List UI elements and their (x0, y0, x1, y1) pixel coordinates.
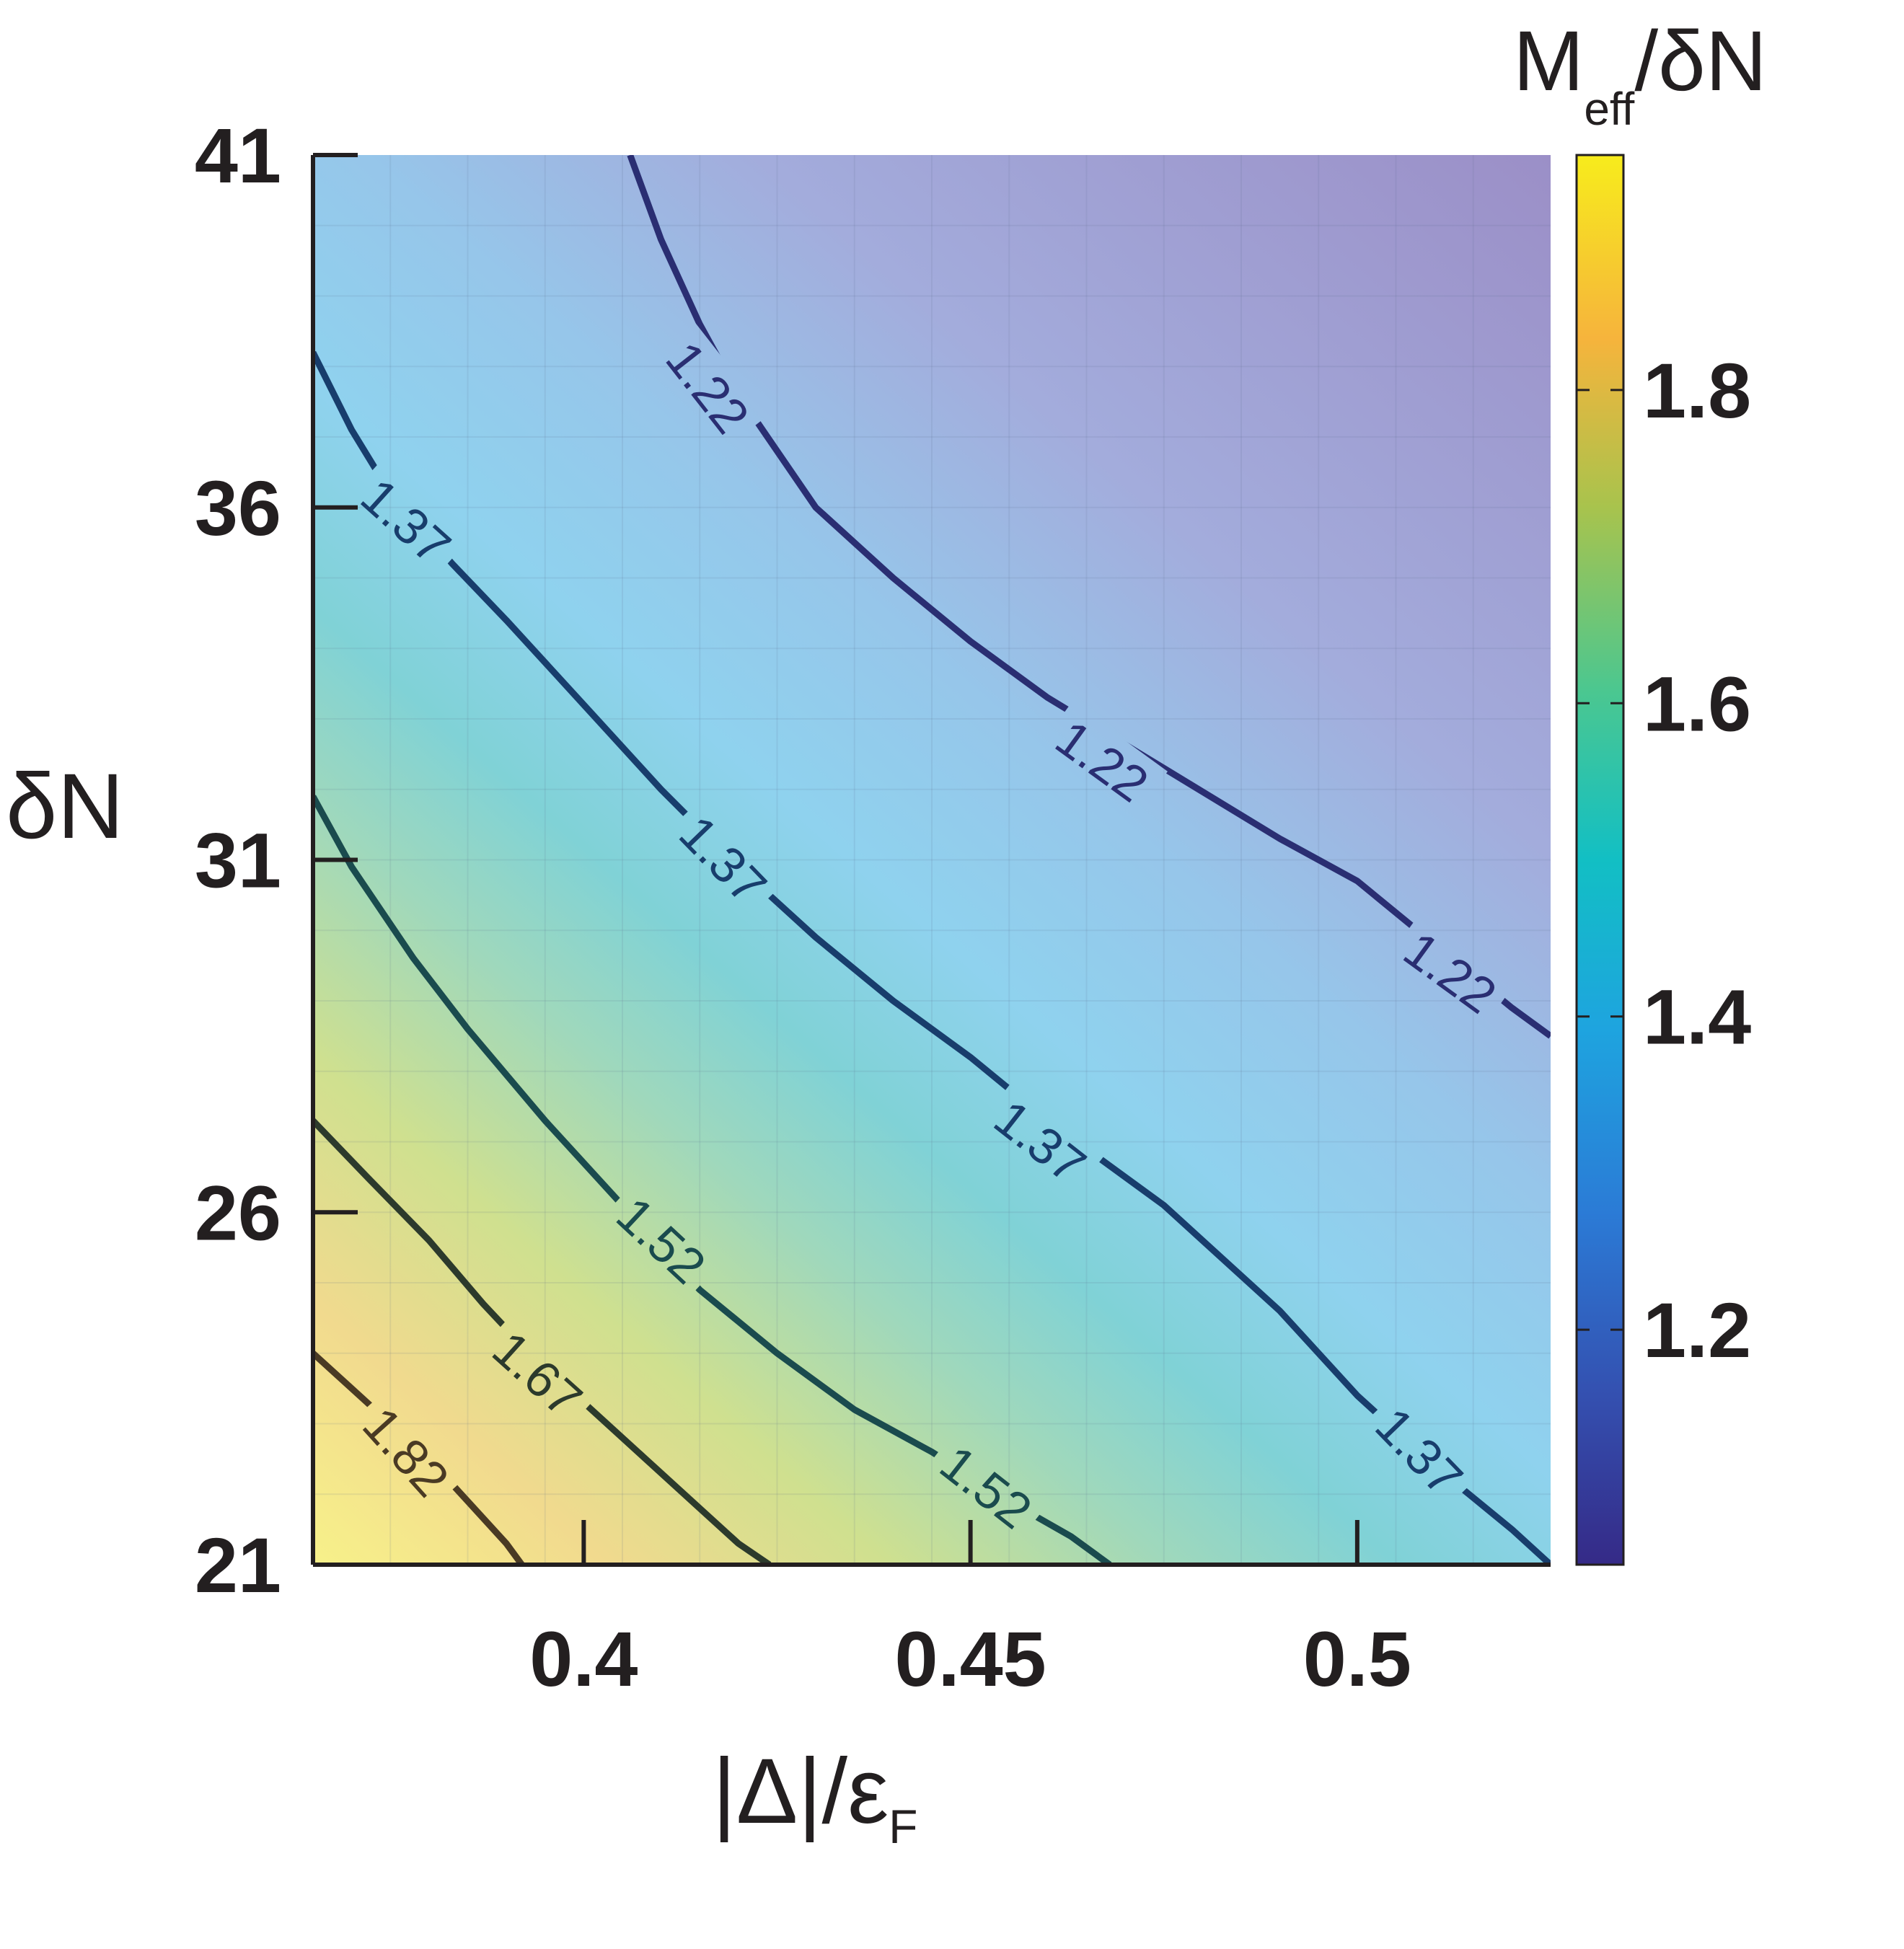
x-tick-label: 0.4 (529, 1615, 638, 1702)
colorbar-tick-label: 1.2 (1643, 1286, 1751, 1374)
y-tick-label: 41 (195, 112, 281, 199)
axis-ticks: 0.4 0.45 0.5 21 26 31 36 41 (195, 112, 1411, 1702)
y-tick-label: 21 (195, 1521, 281, 1609)
x-tick-label: 0.45 (895, 1615, 1046, 1702)
colorbar-tick-label: 1.6 (1643, 660, 1751, 747)
colorbar-tick-label: 1.4 (1643, 973, 1751, 1061)
colorbar-tick-label: 1.8 (1643, 347, 1751, 434)
colorbar (1575, 154, 1625, 1566)
x-tick-label: 0.5 (1303, 1615, 1411, 1702)
y-tick-label: 36 (195, 464, 281, 552)
contour-line-1.67 (313, 1118, 772, 1565)
x-axis-label: |Δ|/εF (713, 1740, 918, 1853)
colorbar-label: Meff/δN (1513, 14, 1767, 135)
x-axis-label-subscript: F (889, 1800, 917, 1853)
contour-line-1.22 (627, 155, 1551, 1039)
colorbar-ticks: 1.2 1.4 1.6 1.8 (1577, 347, 1751, 1374)
heatmap-surface (313, 155, 1551, 1565)
contour-line-1.82 (313, 1351, 525, 1565)
contour-lines (313, 155, 1551, 1565)
y-tick-label: 31 (195, 817, 281, 904)
colorbar-label-tail: /δN (1634, 14, 1767, 109)
contour-line-1.37 (313, 350, 1551, 1565)
contour-line-1.52 (313, 795, 1112, 1565)
y-axis-label: δN (6, 755, 124, 858)
colorbar-label-subscript: eff (1584, 83, 1634, 135)
y-tick-label: 26 (195, 1169, 281, 1256)
grid-lines (313, 155, 1551, 1565)
